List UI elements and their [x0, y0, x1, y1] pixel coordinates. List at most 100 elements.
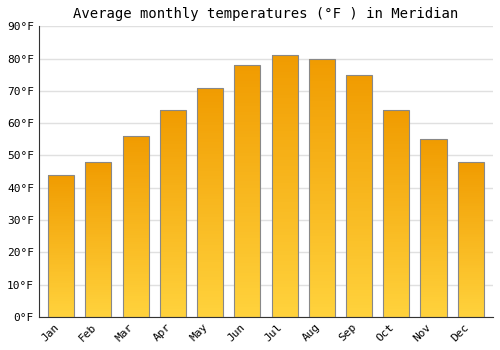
Bar: [383, 278, 409, 281]
Bar: [48, 201, 74, 203]
Bar: [420, 166, 446, 168]
Bar: [197, 234, 223, 237]
Bar: [234, 103, 260, 106]
Bar: [197, 93, 223, 96]
Bar: [48, 255, 74, 257]
Bar: [234, 153, 260, 156]
Bar: [458, 168, 483, 170]
Bar: [458, 162, 483, 317]
Bar: [458, 174, 483, 175]
Bar: [48, 247, 74, 249]
Bar: [160, 299, 186, 301]
Bar: [86, 189, 112, 191]
Bar: [272, 114, 297, 118]
Bar: [383, 296, 409, 299]
Bar: [458, 270, 483, 272]
Bar: [308, 172, 335, 175]
Bar: [48, 221, 74, 223]
Bar: [346, 287, 372, 289]
Bar: [197, 105, 223, 108]
Bar: [197, 174, 223, 176]
Bar: [308, 100, 335, 104]
Bar: [420, 141, 446, 144]
Bar: [197, 274, 223, 277]
Bar: [160, 159, 186, 162]
Bar: [48, 297, 74, 299]
Bar: [346, 253, 372, 256]
Bar: [197, 277, 223, 280]
Bar: [122, 287, 148, 290]
Bar: [458, 201, 483, 203]
Bar: [48, 272, 74, 274]
Bar: [420, 266, 446, 268]
Bar: [86, 288, 112, 290]
Bar: [420, 201, 446, 204]
Bar: [420, 164, 446, 166]
Bar: [48, 244, 74, 246]
Bar: [272, 173, 297, 176]
Bar: [234, 169, 260, 172]
Bar: [458, 255, 483, 257]
Bar: [346, 78, 372, 81]
Bar: [346, 214, 372, 217]
Bar: [234, 93, 260, 97]
Bar: [308, 188, 335, 191]
Bar: [48, 175, 74, 176]
Bar: [48, 249, 74, 251]
Bar: [458, 233, 483, 236]
Bar: [234, 90, 260, 93]
Bar: [122, 315, 148, 317]
Bar: [458, 301, 483, 303]
Bar: [122, 190, 148, 192]
Bar: [420, 155, 446, 157]
Bar: [234, 222, 260, 225]
Bar: [420, 268, 446, 270]
Bar: [197, 248, 223, 251]
Bar: [122, 177, 148, 179]
Bar: [383, 182, 409, 185]
Bar: [234, 147, 260, 150]
Bar: [420, 230, 446, 232]
Bar: [122, 159, 148, 161]
Bar: [308, 62, 335, 65]
Bar: [160, 234, 186, 237]
Bar: [272, 248, 297, 251]
Bar: [234, 235, 260, 238]
Bar: [458, 187, 483, 189]
Bar: [160, 141, 186, 144]
Bar: [308, 133, 335, 136]
Bar: [122, 147, 148, 149]
Bar: [458, 290, 483, 292]
Bar: [272, 206, 297, 209]
Bar: [308, 120, 335, 123]
Bar: [86, 206, 112, 208]
Bar: [160, 214, 186, 216]
Bar: [346, 108, 372, 111]
Bar: [122, 168, 148, 170]
Bar: [48, 251, 74, 253]
Bar: [420, 195, 446, 197]
Bar: [48, 280, 74, 281]
Bar: [234, 288, 260, 292]
Bar: [458, 222, 483, 224]
Bar: [122, 215, 148, 217]
Bar: [458, 195, 483, 197]
Bar: [308, 184, 335, 188]
Bar: [234, 279, 260, 282]
Bar: [272, 238, 297, 242]
Bar: [308, 152, 335, 155]
Bar: [86, 187, 112, 189]
Bar: [272, 85, 297, 88]
Bar: [160, 257, 186, 260]
Bar: [458, 313, 483, 315]
Bar: [234, 254, 260, 257]
Bar: [308, 281, 335, 285]
Bar: [160, 149, 186, 152]
Bar: [272, 94, 297, 98]
Bar: [122, 195, 148, 197]
Bar: [122, 262, 148, 265]
Bar: [234, 134, 260, 138]
Bar: [346, 193, 372, 196]
Bar: [234, 138, 260, 141]
Bar: [308, 75, 335, 78]
